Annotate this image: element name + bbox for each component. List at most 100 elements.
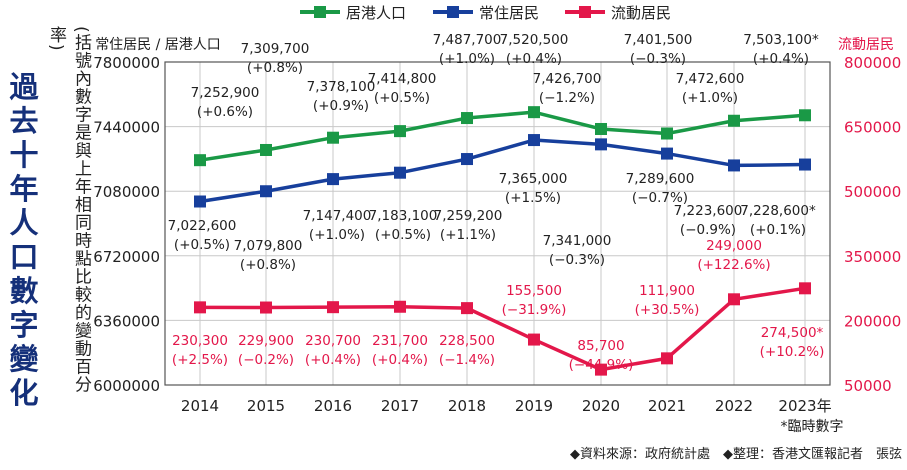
data-label-value: 7,183,100 [369, 208, 438, 224]
data-label-change: (−0.2%) [238, 352, 294, 368]
x-tick-label: 2015 [247, 397, 285, 415]
data-label-change: (+0.8%) [247, 60, 303, 76]
data-label-change: (−31.9%) [502, 302, 567, 318]
data-point-0 [799, 109, 811, 122]
legend-label: 居港人口 [346, 4, 406, 22]
data-label-value: 7,252,900 [191, 85, 260, 101]
source-note: ◆資料來源：政府統計處 ◆整理：香港文匯報記者 張弦 [570, 446, 902, 462]
data-label-change: (+0.6%) [197, 104, 253, 120]
data-point-0 [260, 143, 272, 156]
data-label-value: 85,700 [577, 338, 624, 354]
data-label-value: 7,079,800 [234, 238, 303, 254]
data-label-change: (+1.0%) [309, 227, 365, 243]
data-label-value: 231,700 [372, 333, 428, 349]
data-point-1 [728, 159, 740, 172]
legend-marker [447, 6, 459, 18]
side-title: 過去十年人口數字變化 [9, 70, 39, 410]
data-point-1 [799, 158, 811, 171]
data-point-0 [595, 122, 607, 135]
data-label-change: (+1.1%) [440, 227, 496, 243]
data-label-change: (+30.5%) [635, 302, 700, 318]
data-label-value: 274,500* [761, 325, 824, 341]
data-label-value: 7,365,000 [499, 171, 568, 187]
data-label-change: (+1.5%) [505, 190, 561, 206]
data-point-2 [661, 352, 673, 365]
data-label-change: (+0.4%) [753, 51, 809, 67]
data-point-2 [327, 301, 339, 314]
plot-frame [164, 61, 831, 386]
series-line-1 [199, 138, 806, 204]
x-tick-label: 2014 [181, 397, 219, 415]
x-tick-label: 2017 [381, 397, 419, 415]
data-label-change: (+10.2%) [760, 344, 825, 360]
data-label-value: 230,700 [305, 333, 361, 349]
data-point-1 [194, 195, 206, 208]
data-label-value: 7,289,600 [626, 171, 695, 187]
data-label-change: (+0.1%) [750, 222, 806, 238]
series-line-0 [199, 110, 806, 162]
data-label-change: (+1.0%) [682, 90, 738, 106]
data-label-value: 249,000 [706, 238, 762, 254]
data-label-value: 7,472,600 [676, 71, 745, 87]
data-point-2 [728, 293, 740, 306]
legend-marker [579, 6, 591, 18]
data-point-0 [661, 127, 673, 140]
data-label-change: (+0.9%) [313, 98, 369, 114]
data-point-2 [394, 300, 406, 313]
left-tick-label: 7080000 [93, 183, 160, 201]
data-point-0 [194, 154, 206, 167]
data-point-1 [394, 166, 406, 179]
series-line-2 [199, 286, 806, 372]
legend-marker [314, 6, 326, 18]
data-point-0 [461, 112, 473, 125]
data-label-change: (−0.7%) [632, 190, 688, 206]
data-point-1 [260, 185, 272, 198]
left-axis-label: 常住居民 / 居港人口 [95, 37, 221, 53]
data-label-value: 7,378,100 [307, 79, 376, 95]
data-point-0 [394, 125, 406, 138]
data-label-change: (−0.9%) [680, 222, 736, 238]
left-tick-label: 7440000 [93, 119, 160, 137]
data-label-value: 7,414,800 [368, 71, 437, 87]
left-tick-label: 6720000 [93, 248, 160, 266]
data-label-change: (+0.5%) [174, 237, 230, 253]
data-label-value: 7,503,100* [743, 32, 819, 48]
data-point-1 [661, 147, 673, 160]
data-label-value: 228,500 [439, 333, 495, 349]
legend-label: 流動居民 [611, 4, 671, 22]
data-point-2 [528, 333, 540, 346]
data-point-1 [595, 138, 607, 151]
left-tick-label: 6360000 [93, 312, 160, 330]
data-label-change: (+2.5%) [172, 352, 228, 368]
data-label-value: 155,500 [506, 283, 562, 299]
data-label-value: 7,487,700 [433, 32, 502, 48]
left-tick-label: 7800000 [93, 54, 160, 72]
data-label-value: 7,520,500 [500, 32, 569, 48]
data-label-change: (+0.8%) [240, 257, 296, 273]
data-label-value: 229,900 [238, 333, 294, 349]
data-label-value: 230,300 [172, 333, 228, 349]
data-label-change: (+1.0%) [439, 51, 495, 67]
data-label-change: (+0.5%) [375, 227, 431, 243]
left-tick-label: 6000000 [93, 377, 160, 395]
right-tick-label: 350000 [844, 248, 901, 266]
right-tick-label: 50000 [844, 377, 892, 395]
data-label-change: (−1.4%) [439, 352, 495, 368]
right-tick-label: 500000 [844, 183, 901, 201]
right-tick-label: 800000 [844, 54, 901, 72]
data-point-0 [327, 131, 339, 144]
data-point-0 [728, 114, 740, 127]
x-tick-label: 2018 [448, 397, 486, 415]
data-point-2 [461, 302, 473, 315]
legend-label: 常住居民 [479, 4, 539, 22]
data-label-value: 7,401,500 [624, 32, 693, 48]
data-point-2 [260, 301, 272, 314]
data-label-change: (+0.4%) [372, 352, 428, 368]
data-label-value: 7,259,200 [434, 208, 503, 224]
data-label-change: (+0.4%) [305, 352, 361, 368]
data-label-value: 7,309,700 [241, 41, 310, 57]
x-tick-label: 2020 [582, 397, 620, 415]
x-tick-label: 2023年 [778, 397, 831, 415]
data-label-change: (−0.3%) [630, 51, 686, 67]
